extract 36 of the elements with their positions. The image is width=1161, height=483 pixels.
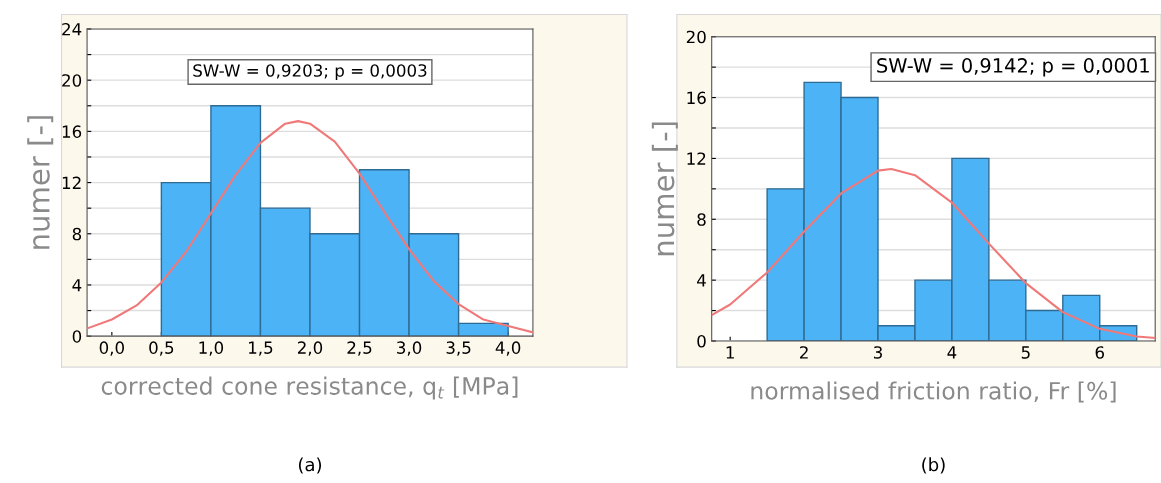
annotation: SW-W = 0,9142; p = 0,0001 — [877, 58, 1149, 77]
x-tick-label: 3,0 — [397, 341, 422, 356]
y-tick-label: 12 — [62, 176, 81, 189]
x-tick-label: 1 — [726, 346, 734, 359]
x-tick-label: 1,0 — [199, 341, 224, 356]
y-tick-label: 0 — [72, 330, 82, 343]
y-axis-title: numer [-] — [651, 122, 678, 256]
y-tick-label: 12 — [687, 152, 706, 165]
text: (b) — [922, 457, 945, 474]
y-tick-label: 4 — [697, 274, 706, 287]
y-tick-label: 16 — [62, 125, 82, 138]
y-axis-title: numer [-] — [27, 116, 54, 249]
x-axis-title: corrected cone resistance, q$_{t}$ [MPa] — [101, 376, 518, 400]
y-tick-label: 16 — [687, 91, 706, 105]
x-tick-label: 2,0 — [297, 341, 323, 356]
x-tick-label: 4 — [947, 346, 957, 359]
x-tick-label: 1,5 — [249, 341, 273, 356]
x-axis-title: normalised friction ratio, Fr [%] — [751, 381, 1116, 403]
x-tick-label: 6 — [1095, 346, 1105, 359]
y-tick-label: 8 — [697, 213, 706, 226]
y-tick-label: 20 — [686, 30, 706, 44]
annotation: SW-W = 0,9203; p = 0,0003 — [193, 64, 427, 81]
x-tick-label: 2,5 — [347, 341, 372, 356]
x-tick-label: 3,5 — [446, 341, 471, 356]
y-tick-label: 24 — [62, 22, 82, 36]
x-tick-label: 3 — [873, 346, 882, 359]
y-tick-label: 8 — [72, 227, 82, 241]
y-tick-label: 4 — [72, 279, 82, 292]
x-tick-label: 0,0 — [99, 341, 124, 356]
x-tick-label: 4,0 — [495, 341, 521, 356]
x-tick-label: 2 — [800, 346, 808, 359]
x-tick-label: 5 — [1021, 346, 1030, 359]
y-tick-label: 20 — [62, 74, 82, 87]
y-tick-label: 0 — [697, 334, 706, 348]
x-tick-label: 0,5 — [149, 341, 174, 356]
text: (a) — [298, 457, 322, 474]
